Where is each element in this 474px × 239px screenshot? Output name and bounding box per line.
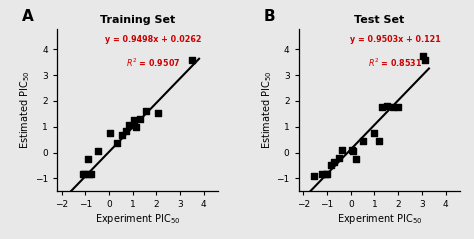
Point: [154, 111, 161, 114]
Point: [421, 58, 429, 62]
Text: y = 0.9498x + 0.0262: y = 0.9498x + 0.0262: [105, 35, 202, 44]
Point: [94, 149, 102, 153]
Point: [330, 160, 338, 163]
Point: [106, 131, 114, 135]
Point: [390, 105, 397, 109]
Point: [79, 173, 87, 176]
Point: [130, 118, 137, 122]
Point: [142, 109, 149, 113]
Point: [348, 148, 356, 152]
Point: [136, 117, 144, 121]
Point: [118, 133, 126, 137]
Point: [349, 149, 357, 153]
Y-axis label: Estimated PIC$_{50}$: Estimated PIC$_{50}$: [18, 71, 32, 149]
Point: [419, 54, 427, 58]
Point: [371, 131, 378, 135]
Point: [322, 173, 329, 176]
Text: $R^2$ = 0.9507: $R^2$ = 0.9507: [126, 56, 181, 69]
X-axis label: Experiment PIC$_{50}$: Experiment PIC$_{50}$: [337, 212, 422, 226]
Point: [310, 174, 318, 178]
Text: $R^2$ = 0.8531: $R^2$ = 0.8531: [368, 56, 423, 69]
Point: [85, 173, 92, 176]
Point: [359, 139, 366, 143]
Point: [335, 156, 343, 160]
Point: [125, 124, 133, 127]
Point: [80, 173, 88, 176]
Point: [338, 148, 346, 152]
Title: Test Set: Test Set: [354, 15, 404, 25]
Point: [319, 173, 326, 176]
Point: [327, 163, 335, 167]
Text: B: B: [263, 9, 275, 24]
Point: [323, 173, 331, 176]
Y-axis label: Estimated PIC$_{50}$: Estimated PIC$_{50}$: [260, 71, 273, 149]
X-axis label: Experiment PIC$_{50}$: Experiment PIC$_{50}$: [95, 212, 180, 226]
Point: [375, 139, 383, 143]
Title: Training Set: Training Set: [100, 15, 175, 25]
Point: [84, 157, 91, 161]
Text: A: A: [21, 9, 33, 24]
Point: [188, 58, 196, 62]
Point: [383, 104, 391, 108]
Point: [378, 105, 385, 109]
Point: [394, 105, 402, 109]
Point: [352, 157, 359, 161]
Point: [132, 125, 140, 129]
Point: [113, 141, 121, 145]
Text: y = 0.9503x + 0.121: y = 0.9503x + 0.121: [350, 35, 441, 44]
Point: [122, 130, 129, 133]
Point: [87, 173, 95, 176]
